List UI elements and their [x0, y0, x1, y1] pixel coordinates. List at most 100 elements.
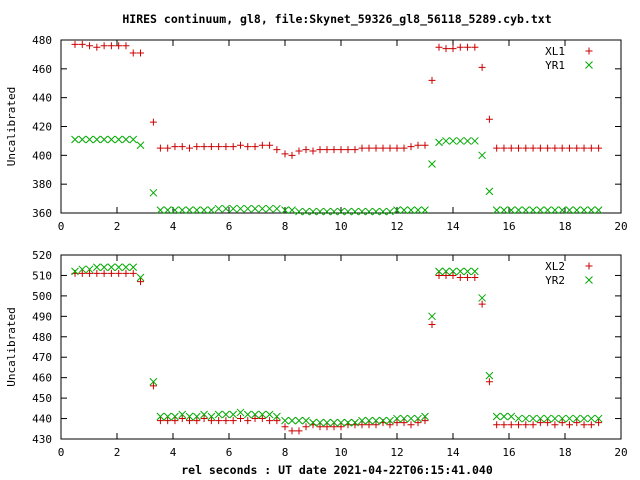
x-tick-label: 6 [226, 446, 233, 459]
data-point [478, 300, 486, 308]
data-point [522, 421, 530, 429]
data-point [372, 416, 380, 425]
data-point [442, 45, 450, 53]
data-point [544, 144, 552, 152]
data-point [215, 143, 223, 151]
data-point [492, 206, 501, 214]
data-point [442, 271, 450, 279]
data-point [71, 267, 79, 276]
x-tick-label: 20 [614, 446, 627, 459]
data-point [372, 421, 380, 429]
data-point [358, 421, 366, 429]
data-point [565, 414, 574, 423]
data-point [330, 423, 338, 431]
data-point [229, 410, 238, 419]
data-point [251, 415, 259, 423]
data-point [393, 414, 401, 423]
y-tick-label: 500 [32, 290, 52, 303]
top-panel: 0 2 4 6 8 10 12 14 16 18 20 360 380 400 420 440 460 480 Un… [5, 34, 628, 233]
data-point [351, 418, 359, 427]
y-axis-label: Uncalibrated [5, 87, 18, 166]
x-tick-label: 4 [170, 220, 177, 233]
y-tick-label: 420 [32, 121, 52, 134]
data-point [393, 206, 401, 214]
data-point [449, 45, 457, 53]
data-point [421, 206, 429, 214]
data-point [344, 418, 352, 427]
data-point [122, 42, 130, 50]
data-point [207, 412, 216, 421]
data-point [365, 144, 373, 152]
legend-marker [585, 262, 593, 270]
data-point [386, 144, 394, 152]
y-tick-label: 520 [32, 249, 52, 262]
data-point [515, 144, 523, 152]
data-point [478, 294, 486, 302]
y-tick-label: 490 [32, 310, 52, 323]
x-tick-label: 14 [446, 446, 460, 459]
data-point [351, 207, 359, 216]
data-point [365, 421, 373, 429]
data-point [273, 204, 281, 213]
data-point [207, 417, 215, 425]
data-point [529, 144, 537, 152]
data-point [500, 206, 508, 214]
data-point [258, 141, 266, 149]
data-point [379, 207, 387, 216]
data-point [316, 146, 324, 154]
data-point [251, 410, 259, 419]
data-point [435, 138, 443, 147]
data-point [587, 144, 595, 152]
data-point [400, 414, 408, 423]
series-xl1 [71, 40, 603, 159]
y-tick-label: 460 [32, 372, 52, 385]
legend-label: YR2 [545, 274, 565, 287]
data-point [115, 42, 123, 50]
data-point [129, 135, 138, 144]
data-point [565, 421, 573, 429]
data-point [558, 419, 566, 427]
data-point [428, 312, 436, 321]
data-point [309, 207, 317, 216]
data-point [372, 207, 380, 216]
data-point [316, 418, 324, 427]
data-point [456, 43, 464, 51]
x-tick-label: 6 [226, 220, 233, 233]
data-point [400, 144, 408, 152]
x-axis-label: rel seconds : UT date 2021-04-22T06:15:4… [181, 463, 493, 477]
data-point [214, 204, 223, 213]
data-point [215, 417, 223, 425]
data-point [323, 423, 331, 431]
data-point [258, 415, 266, 423]
x-tick-label: 12 [390, 220, 403, 233]
data-point [521, 414, 530, 423]
data-point [236, 415, 244, 423]
data-point [100, 269, 108, 277]
data-point [587, 421, 595, 429]
data-point [478, 63, 486, 71]
data-point [100, 135, 108, 144]
data-point [266, 417, 274, 425]
data-point [92, 263, 101, 272]
data-point [85, 265, 94, 274]
data-point [470, 137, 479, 145]
data-point [573, 419, 581, 427]
data-point [485, 378, 493, 386]
x-tick-label: 2 [114, 446, 121, 459]
data-point [122, 263, 130, 272]
data-point [529, 206, 537, 214]
data-point [442, 267, 450, 276]
data-point [171, 206, 179, 214]
data-point [149, 188, 158, 197]
data-point [493, 144, 501, 152]
data-point [594, 414, 603, 423]
data-point [178, 415, 186, 423]
legend-label: XL1 [545, 45, 565, 58]
data-point [164, 144, 172, 152]
series-xl2 [71, 269, 603, 435]
data-point [100, 263, 108, 272]
y-tick-label: 440 [32, 92, 52, 105]
data-point [595, 419, 603, 427]
data-point [337, 207, 345, 216]
data-point [236, 204, 245, 213]
